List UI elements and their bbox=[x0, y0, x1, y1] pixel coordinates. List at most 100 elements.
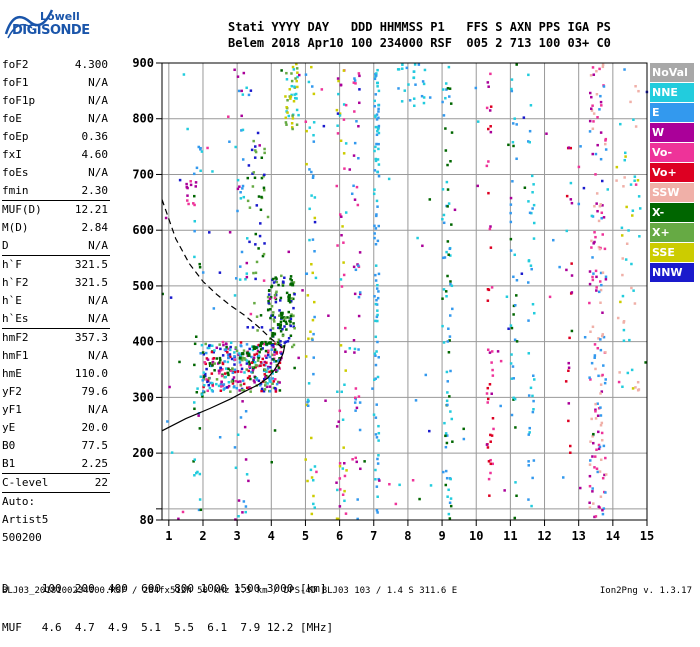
echo-point bbox=[599, 495, 603, 498]
echo-point bbox=[376, 129, 379, 133]
echo-point bbox=[442, 221, 446, 225]
echo-point bbox=[213, 369, 216, 372]
echo-point bbox=[269, 366, 272, 369]
param-row: h`F2 321.5 bbox=[2, 274, 110, 292]
echo-point bbox=[273, 294, 277, 297]
echo-point bbox=[251, 348, 255, 352]
echo-point bbox=[269, 380, 272, 384]
echo-point bbox=[447, 327, 450, 330]
echo-point bbox=[291, 65, 295, 69]
echo-point bbox=[218, 271, 222, 274]
echo-point bbox=[530, 504, 533, 508]
echo-point bbox=[428, 96, 432, 99]
echo-point bbox=[487, 160, 490, 163]
echo-point bbox=[443, 256, 447, 259]
echo-point bbox=[591, 435, 594, 438]
echo-point bbox=[604, 473, 608, 476]
echo-point bbox=[219, 389, 223, 392]
echo-point bbox=[622, 185, 625, 188]
echo-point bbox=[599, 100, 603, 104]
echo-point bbox=[514, 304, 517, 307]
param-note: Artist5 bbox=[2, 513, 49, 526]
echo-point bbox=[204, 351, 208, 355]
echo-point bbox=[413, 104, 416, 108]
echo-point bbox=[601, 476, 605, 480]
echo-point bbox=[375, 403, 378, 406]
echo-point bbox=[416, 236, 419, 240]
echo-point bbox=[192, 401, 196, 404]
echo-point bbox=[305, 403, 309, 407]
echo-point bbox=[600, 283, 603, 287]
echo-point bbox=[341, 467, 345, 470]
echo-point bbox=[486, 81, 490, 84]
echo-point bbox=[444, 483, 448, 487]
echo-point bbox=[263, 147, 266, 151]
param-name: hmE bbox=[2, 367, 22, 380]
echo-point bbox=[531, 302, 535, 306]
legend-item: X+ bbox=[650, 223, 694, 242]
echo-point bbox=[421, 244, 424, 248]
echo-point bbox=[489, 433, 492, 437]
echo-point bbox=[211, 383, 214, 386]
echo-point bbox=[245, 261, 249, 265]
echo-point bbox=[591, 490, 594, 493]
y-tick-label: 500 bbox=[132, 279, 154, 293]
echo-point bbox=[338, 114, 342, 117]
echo-point bbox=[335, 517, 339, 520]
echo-point bbox=[411, 479, 415, 482]
echo-point bbox=[285, 328, 288, 331]
echo-point bbox=[599, 288, 603, 292]
echo-point bbox=[306, 479, 309, 483]
echo-point bbox=[270, 304, 274, 308]
echo-point bbox=[376, 309, 379, 312]
echo-point bbox=[182, 73, 186, 76]
echo-point bbox=[284, 320, 288, 324]
echo-point bbox=[201, 271, 205, 274]
echo-point bbox=[514, 426, 517, 429]
echo-point bbox=[373, 378, 376, 381]
echo-point bbox=[278, 309, 281, 312]
echo-point bbox=[336, 112, 340, 115]
echo-point bbox=[245, 386, 249, 390]
echo-point bbox=[588, 270, 592, 273]
echo-point bbox=[236, 209, 239, 213]
param-value: 4.300 bbox=[74, 58, 108, 71]
echo-point bbox=[230, 357, 234, 361]
echo-point bbox=[249, 89, 253, 92]
echo-point bbox=[442, 88, 445, 91]
echo-point bbox=[239, 191, 242, 194]
echo-point bbox=[441, 188, 445, 191]
echo-point bbox=[589, 440, 592, 443]
echo-point bbox=[239, 416, 243, 419]
echo-point bbox=[376, 457, 379, 461]
echo-point bbox=[441, 324, 444, 328]
echo-point bbox=[599, 157, 603, 161]
echo-point bbox=[305, 272, 308, 276]
echo-point bbox=[602, 85, 606, 88]
echo-point bbox=[596, 414, 600, 418]
echo-point bbox=[489, 72, 492, 76]
param-row: hmF2 357.3 bbox=[2, 329, 110, 347]
echo-point bbox=[591, 66, 595, 69]
echo-point bbox=[374, 273, 377, 277]
echo-point bbox=[205, 367, 208, 371]
echo-point bbox=[638, 207, 642, 210]
echo-point bbox=[267, 293, 271, 296]
echo-point bbox=[273, 296, 277, 300]
echo-point bbox=[259, 222, 262, 225]
echo-point bbox=[243, 371, 246, 374]
echo-point bbox=[337, 79, 340, 83]
echo-point bbox=[444, 149, 448, 152]
echo-point bbox=[445, 399, 449, 403]
param-row: foF1 N/A bbox=[2, 74, 110, 92]
echo-point bbox=[339, 278, 343, 281]
echo-point bbox=[293, 93, 296, 96]
echo-point bbox=[353, 141, 357, 145]
echo-point bbox=[595, 275, 598, 279]
echo-point bbox=[199, 146, 202, 150]
echo-point bbox=[602, 335, 606, 339]
echo-point bbox=[374, 264, 378, 267]
chart-grid bbox=[162, 62, 648, 521]
footer-file-info: BLJ03_2018100234000.RSF / 284fx512h 50 k… bbox=[2, 586, 458, 596]
echo-point bbox=[261, 254, 265, 258]
